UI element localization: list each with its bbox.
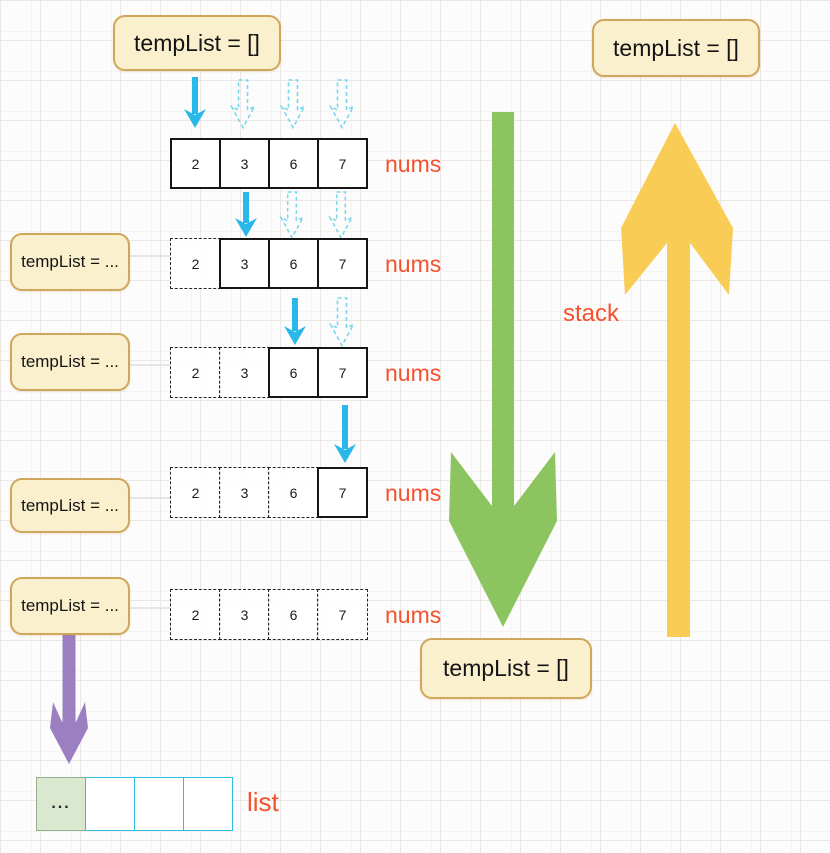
nums-cell: 6 — [268, 589, 319, 640]
nums-cell: 2 — [170, 138, 221, 189]
nums-cell: 6 — [268, 347, 319, 398]
nums-cell: 3 — [219, 467, 270, 518]
cyan-dashed-arrow — [280, 191, 304, 239]
list-cell-ellipsis: ... — [36, 777, 86, 831]
nums-cell: 3 — [219, 347, 270, 398]
cyan-arrow-head — [184, 109, 206, 128]
green-arrow-head — [449, 452, 557, 627]
nums-cell: 3 — [219, 138, 270, 189]
nums-label: nums — [385, 151, 442, 177]
nums-cell: 6 — [268, 467, 319, 518]
nums-cell: 7 — [317, 589, 368, 640]
cyan-dashed-arrow — [329, 79, 355, 129]
yellow-arrow-head — [621, 123, 733, 295]
nums-label: nums — [385, 480, 442, 506]
list-array-row: ... — [36, 777, 233, 831]
templist-box-left-2: tempList = ... — [10, 333, 130, 391]
templist-box-top: tempList = [] — [113, 15, 281, 71]
list-cell — [134, 777, 184, 831]
nums-cell: 3 — [219, 589, 270, 640]
templist-box-right: tempList = [] — [592, 19, 760, 77]
list-label: list — [247, 787, 279, 817]
nums-cell: 7 — [317, 238, 368, 289]
nums-cell: 2 — [170, 347, 221, 398]
list-cell — [85, 777, 135, 831]
templist-box-left-1: tempList = ... — [10, 233, 130, 291]
nums-cell: 2 — [170, 467, 221, 518]
nums-cell: 2 — [170, 589, 221, 640]
purple-down-arrow — [50, 634, 88, 764]
stack-label: stack — [563, 300, 620, 327]
yellow-arrow-shaft — [667, 235, 690, 637]
nums-cell: 7 — [317, 138, 368, 189]
green-down-arrow — [449, 112, 557, 627]
green-arrow-shaft — [492, 112, 514, 512]
cyan-arrow-head — [334, 444, 356, 463]
nums-label: nums — [385, 360, 442, 386]
nums-cell: 2 — [170, 238, 221, 289]
nums-cell: 3 — [219, 238, 270, 289]
purple-arrow-head — [50, 702, 88, 764]
nums-cell: 6 — [268, 138, 319, 189]
purple-arrow-shaft — [62, 634, 76, 726]
list-cell — [183, 777, 233, 831]
cyan-arrow-head — [284, 326, 306, 345]
cyan-dashed-arrow — [280, 79, 306, 129]
templist-box-bottom: tempList = [] — [420, 638, 592, 699]
nums-cell: 6 — [268, 238, 319, 289]
yellow-up-arrow — [621, 123, 733, 637]
nums-label: nums — [385, 602, 442, 628]
cyan-arrow-head — [235, 218, 257, 237]
templist-box-left-4: tempList = ... — [10, 577, 130, 635]
cyan-dashed-arrow — [230, 79, 256, 129]
nums-cell: 7 — [317, 467, 368, 518]
nums-cell: 7 — [317, 347, 368, 398]
cyan-dashed-arrow — [329, 191, 353, 239]
templist-box-left-3: tempList = ... — [10, 478, 130, 533]
cyan-dashed-arrow — [329, 297, 355, 347]
nums-label: nums — [385, 251, 442, 277]
